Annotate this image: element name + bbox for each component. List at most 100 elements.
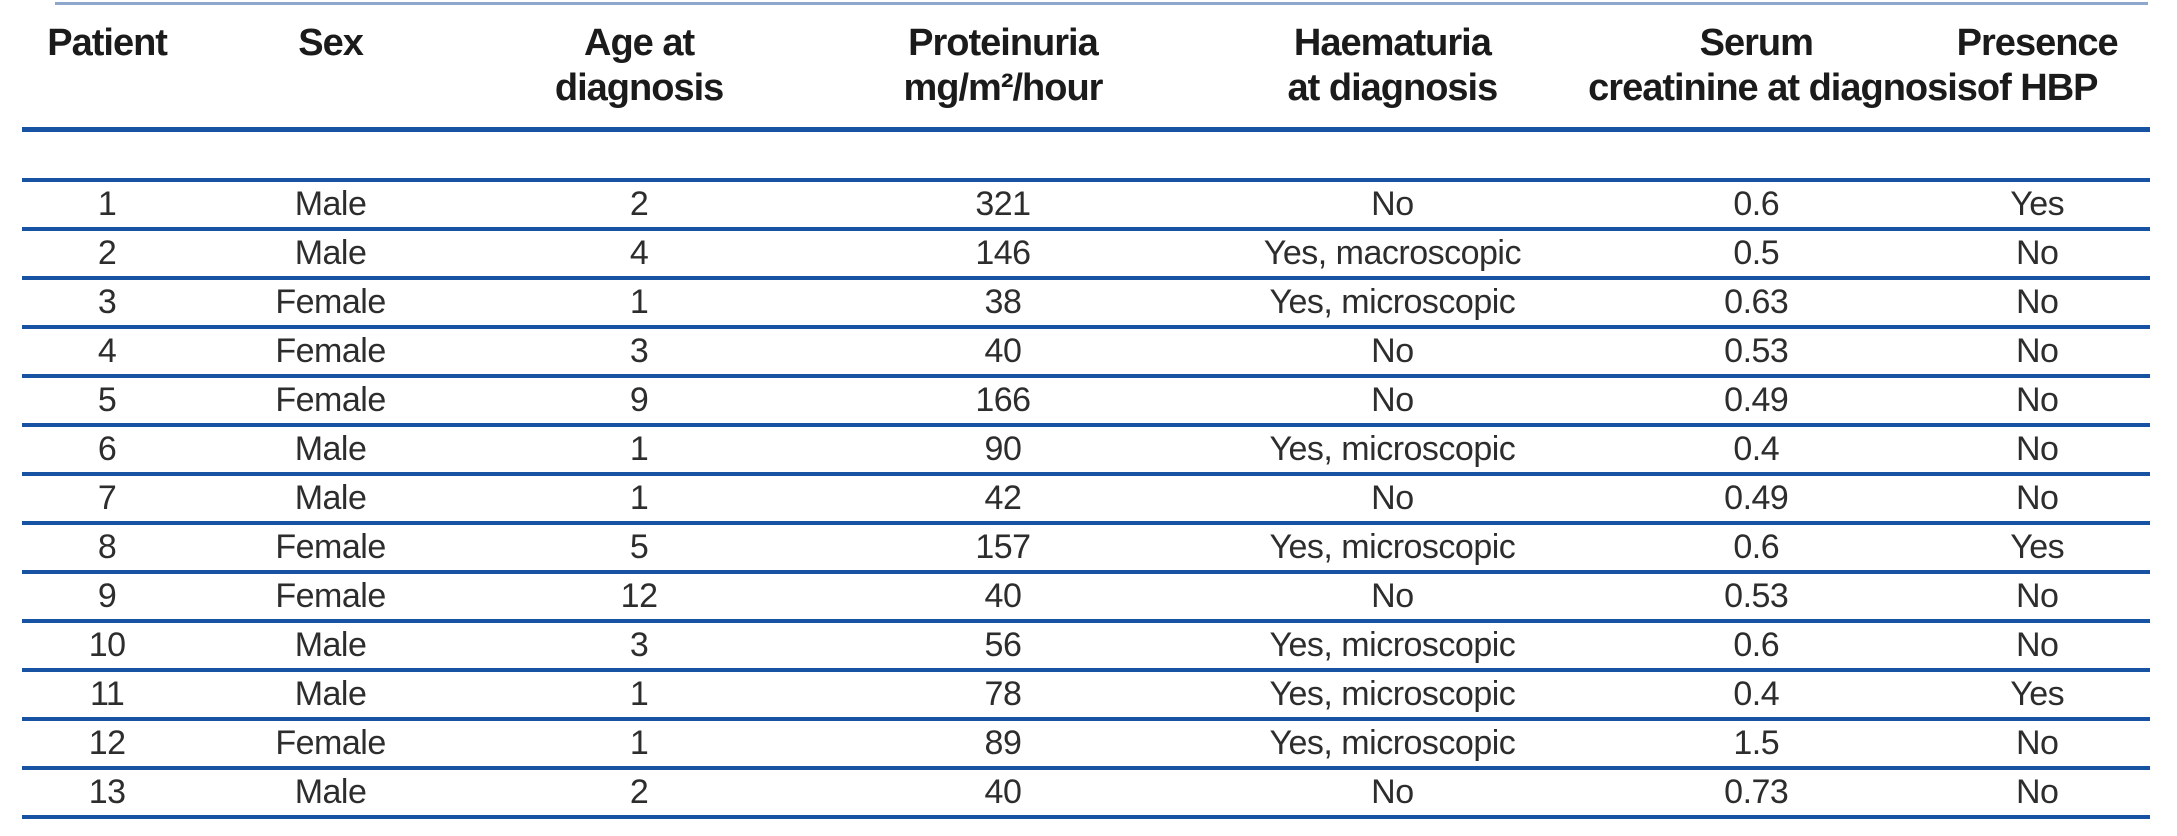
column-header-hbp-line2: of HBP — [1976, 67, 2099, 109]
table-cell: 157 — [809, 523, 1197, 574]
table-cell: 12 — [22, 719, 193, 770]
table-cell: 78 — [809, 670, 1197, 721]
table-cell: 0.5 — [1588, 229, 1925, 280]
table-cell: No — [1924, 768, 2150, 819]
table-top-rule — [55, 2, 2148, 5]
table-cell: 146 — [809, 229, 1197, 280]
table-row: 10 Male 3 56 Yes, microscopic 0.6 No — [22, 621, 2150, 672]
table-cell: Yes, macroscopic — [1196, 229, 1589, 280]
table-cell: 40 — [809, 327, 1197, 378]
column-header-proteinuria-line1: Proteinuria — [908, 22, 1099, 64]
table-cell: No — [1924, 376, 2150, 427]
header-spacer-row — [22, 129, 2150, 182]
table-row: 2 Male 4 146 Yes, macroscopic 0.5 No — [22, 229, 2150, 280]
table-cell: Yes — [1924, 523, 2150, 574]
table-cell: Yes, microscopic — [1196, 523, 1589, 574]
table-cell: 6 — [22, 425, 193, 476]
table-row: 11 Male 1 78 Yes, microscopic 0.4 Yes — [22, 670, 2150, 721]
table-cell: 1 — [468, 278, 810, 329]
table-cell: 9 — [22, 572, 193, 623]
column-header-patient-line1: Patient — [47, 22, 168, 64]
patients-table: Patient Sex Age at diagnosis Proteinuria mg/m… — [22, 5, 2150, 819]
column-header-sex: Sex — [192, 5, 469, 132]
table-cell: Yes, microscopic — [1196, 670, 1589, 721]
table-cell: 2 — [22, 229, 193, 280]
column-header-sex-line1: Sex — [298, 22, 364, 64]
table-cell: Male — [192, 180, 469, 231]
table-cell: 40 — [809, 768, 1197, 819]
table-cell: No — [1924, 425, 2150, 476]
table-cell: 0.49 — [1588, 376, 1925, 427]
table-cell: 13 — [22, 768, 193, 819]
table-cell: 1 — [22, 180, 193, 231]
table-cell: 3 — [468, 327, 810, 378]
table-cell: Yes — [1924, 180, 2150, 231]
table-cell: 2 — [468, 768, 810, 819]
table-cell: 10 — [22, 621, 193, 672]
table-cell: 90 — [809, 425, 1197, 476]
table-cell: 1.5 — [1588, 719, 1925, 770]
column-header-creatinine: Serum creatinine at diagnosis — [1588, 5, 1978, 132]
table-cell: No — [1196, 474, 1589, 525]
table-cell: 9 — [468, 376, 810, 427]
table-cell: 1 — [468, 719, 810, 770]
table-row: 12 Female 1 89 Yes, microscopic 1.5 No — [22, 719, 2150, 770]
table-row: 4 Female 3 40 No 0.53 No — [22, 327, 2150, 378]
table-row: 5 Female 9 166 No 0.49 No — [22, 376, 2150, 427]
column-header-patient-line2 — [22, 66, 192, 111]
table-cell: 166 — [809, 376, 1197, 427]
table-cell: 0.6 — [1588, 180, 1925, 231]
table-cell: 0.6 — [1588, 523, 1925, 574]
column-header-proteinuria: Proteinuria mg/m²/hour — [809, 5, 1197, 132]
table-cell: 1 — [468, 670, 810, 721]
table-cell: Male — [192, 621, 469, 672]
header-spacer-cell — [22, 129, 2150, 182]
table-cell: Male — [192, 670, 469, 721]
table-cell: 56 — [809, 621, 1197, 672]
table-cell: Male — [192, 229, 469, 280]
table-cell: Yes — [1924, 670, 2150, 721]
table-cell: Yes, microscopic — [1196, 719, 1589, 770]
table-cell: 0.73 — [1588, 768, 1925, 819]
table-cell: 3 — [22, 278, 193, 329]
table-cell: 11 — [22, 670, 193, 721]
table-cell: 8 — [22, 523, 193, 574]
table-row: 3 Female 1 38 Yes, microscopic 0.63 No — [22, 278, 2150, 329]
column-header-haematuria: Haematuria at diagnosis — [1196, 5, 1589, 132]
table-cell: Male — [192, 768, 469, 819]
table-cell: Female — [192, 719, 469, 770]
table-cell: 5 — [22, 376, 193, 427]
table-cell: 0.53 — [1588, 572, 1925, 623]
table-cell: No — [1924, 474, 2150, 525]
table-row: 7 Male 1 42 No 0.49 No — [22, 474, 2150, 525]
table-cell: 1 — [468, 425, 810, 476]
table-cell: 3 — [468, 621, 810, 672]
table-cell: 1 — [468, 474, 810, 525]
table-cell: Male — [192, 425, 469, 476]
table-cell: 38 — [809, 278, 1197, 329]
column-header-creatinine-line2: creatinine at diagnosis — [1588, 67, 1978, 109]
table-cell: 42 — [809, 474, 1197, 525]
table-header: Patient Sex Age at diagnosis Proteinuria mg/m… — [22, 5, 2150, 182]
table-cell: No — [1924, 572, 2150, 623]
table-cell: Female — [192, 523, 469, 574]
table-cell: 40 — [809, 572, 1197, 623]
table-cell: No — [1196, 376, 1589, 427]
column-header-sex-line2 — [192, 66, 469, 111]
table-cell: 89 — [809, 719, 1197, 770]
table-body: 1 Male 2 321 No 0.6 Yes 2 Male 4 146 Yes, macroscop… — [22, 180, 2150, 819]
table-cell: 0.4 — [1588, 425, 1925, 476]
column-header-patient: Patient — [22, 5, 193, 132]
table-cell: 0.49 — [1588, 474, 1925, 525]
table-cell: No — [1924, 621, 2150, 672]
table-cell: Yes, microscopic — [1196, 621, 1589, 672]
table-cell: 2 — [468, 180, 810, 231]
table-cell: 321 — [809, 180, 1197, 231]
table-cell: 12 — [468, 572, 810, 623]
table-cell: Female — [192, 327, 469, 378]
table-cell: Male — [192, 474, 469, 525]
column-header-age: Age at diagnosis — [468, 5, 810, 132]
table-cell: No — [1196, 327, 1589, 378]
table-cell: Yes, microscopic — [1196, 425, 1589, 476]
table-cell: Female — [192, 376, 469, 427]
